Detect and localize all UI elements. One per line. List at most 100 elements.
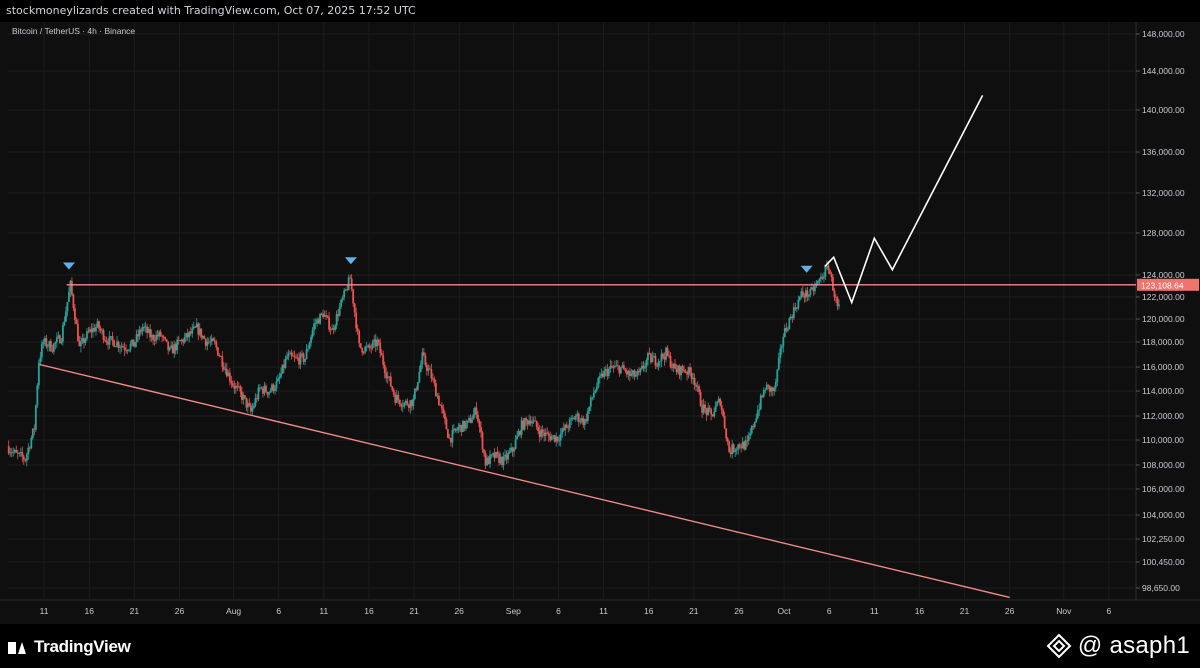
candle-body (407, 404, 410, 408)
candle-body (502, 456, 505, 466)
candle-body (275, 381, 278, 389)
candle-body (699, 392, 702, 407)
candle-body (493, 453, 496, 458)
candle-body (804, 290, 807, 298)
candle-body (248, 403, 251, 406)
candle-body (335, 314, 338, 326)
candle-body (750, 425, 753, 434)
candle-body (403, 402, 406, 406)
candle-body (437, 395, 440, 405)
candle-body (525, 418, 528, 421)
candle-body (222, 366, 225, 370)
candle-body (395, 394, 398, 403)
candle-body (734, 450, 737, 452)
candle-body (186, 333, 189, 338)
candle-body (150, 334, 153, 338)
candle-body (522, 420, 525, 430)
candle-body (580, 418, 583, 422)
price-tick-label: 148,000.00 (1142, 29, 1185, 39)
candle-body (400, 404, 403, 407)
candle-body (316, 319, 318, 324)
candle-body (66, 301, 69, 312)
symbol-label: Bitcoin / TetherUS · 4h · Binance (12, 26, 135, 36)
resistance-price-label-bg (1137, 278, 1199, 291)
candle-body (105, 340, 108, 343)
candle-body (594, 390, 597, 393)
candle-body (648, 353, 651, 354)
candle-body (598, 376, 601, 378)
candle-body (818, 278, 821, 282)
candle-body (484, 453, 487, 466)
candle-body (356, 328, 359, 331)
candle-body (69, 280, 72, 292)
candle-body (477, 414, 479, 422)
price-tick-label: 114,000.00 (1142, 386, 1184, 396)
candle-body (595, 386, 598, 391)
candle-body (25, 454, 28, 461)
candle-body (632, 370, 634, 374)
candle-body (203, 336, 206, 339)
candle-body (298, 357, 300, 365)
date-tick-label: 16 (644, 606, 654, 616)
time-axis[interactable]: 11 16 21 26 Aug 6 11 16 21 26 Sep 6 11 16 21 26 Oct 6 11 16… (40, 606, 1112, 616)
candle-body (582, 418, 585, 426)
candle-body (140, 329, 143, 332)
candle-body (225, 368, 228, 377)
candle-body (188, 331, 191, 338)
candle-body (386, 376, 389, 379)
candle-body (444, 413, 446, 419)
candle-body (143, 327, 146, 328)
candle-body (764, 389, 767, 391)
tradingview-logo[interactable]: TradingView (8, 636, 131, 658)
price-chart[interactable]: 98,650.00 100,450.00 102,250.00 104,000.00 1… (0, 22, 1200, 624)
candle-body (268, 392, 270, 395)
candle-body (224, 368, 227, 370)
candle-body (731, 444, 734, 455)
candle-body (829, 270, 831, 274)
candle-body (457, 426, 460, 431)
candle-body (113, 340, 115, 347)
candle-body (776, 369, 779, 382)
candle-body (466, 420, 469, 424)
candle-body (209, 341, 212, 343)
candle-body (537, 426, 540, 431)
candle-body (562, 428, 565, 431)
candle-body (231, 383, 234, 386)
candle-body (283, 364, 285, 368)
candle-body (653, 355, 655, 358)
candle-body (406, 400, 409, 405)
candle-body (122, 346, 124, 348)
candle-body (785, 328, 788, 331)
candle-body (523, 418, 526, 430)
candle-body (149, 329, 152, 338)
candle-body (738, 444, 741, 448)
candle-body (577, 413, 580, 423)
candle-body (24, 459, 27, 461)
candle-body (33, 428, 36, 430)
candle-body (352, 289, 355, 304)
candle-body (307, 348, 309, 350)
chart-pane[interactable]: 98,650.00 100,450.00 102,250.00 104,000.00 1… (0, 22, 1200, 624)
date-tick-label: 26 (1005, 606, 1015, 616)
candle-body (528, 420, 531, 425)
candle-body (277, 378, 279, 382)
date-tick-label: 11 (599, 606, 608, 616)
candle-body (434, 383, 437, 397)
candle-body (98, 321, 100, 329)
candle-body (218, 355, 221, 357)
candle-body (30, 437, 33, 449)
candle-body (126, 350, 129, 352)
candle-body (752, 425, 755, 427)
candle-body (610, 365, 613, 368)
date-tick-label: 26 (454, 606, 464, 616)
candle-body (753, 422, 756, 427)
candle-body (367, 345, 370, 347)
candle-body (639, 368, 642, 373)
candle-body (227, 372, 230, 377)
candle-body (625, 371, 628, 375)
candle-body (65, 311, 67, 322)
price-axis[interactable]: 98,650.00 100,450.00 102,250.00 104,000.00 1… (1136, 29, 1199, 593)
candle-body (538, 430, 541, 437)
candle-body (176, 339, 179, 351)
candle-body (95, 327, 97, 332)
